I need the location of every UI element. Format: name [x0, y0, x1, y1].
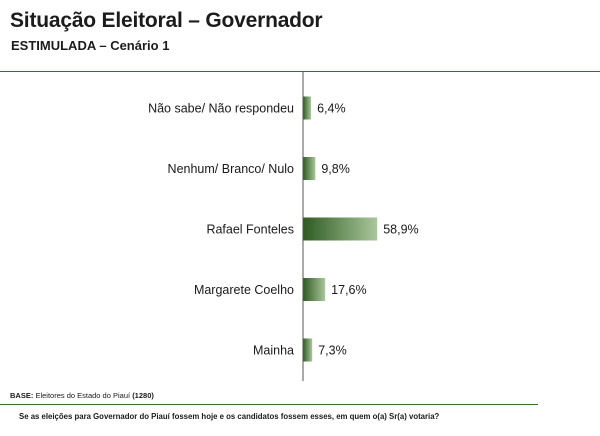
base-count: (1280) [132, 391, 154, 400]
bar [303, 217, 378, 241]
data-label: 17,6% [331, 283, 366, 297]
base-note: BASE: Eleitores do Estado do Piauí (1280… [10, 391, 154, 400]
bar [303, 338, 313, 362]
category-label: Não sabe/ Não respondeu [148, 102, 294, 116]
data-label: 6,4% [317, 102, 346, 116]
data-label: 7,3% [318, 344, 347, 358]
base-label: BASE: [10, 391, 34, 400]
bar-chart: Não sabe/ Não respondeu 6,4% Nenhum/ Branc… [148, 72, 419, 381]
bar [303, 278, 326, 301]
data-label: 58,9% [383, 223, 418, 237]
category-label: Nenhum/ Branco/ Nulo [168, 162, 295, 176]
category-label: Rafael Fonteles [206, 223, 294, 237]
base-text: Eleitores do Estado do Piauí [35, 391, 131, 400]
bar [303, 157, 316, 180]
category-label: Mainha [253, 344, 294, 358]
category-label: Margarete Coelho [194, 283, 294, 297]
footer-divider [0, 404, 538, 405]
chart-title: Situação Eleitoral – Governador [10, 9, 323, 32]
chart-subtitle: ESTIMULADA – Cenário 1 [11, 38, 170, 53]
bar [303, 96, 312, 120]
data-label: 9,8% [321, 162, 350, 176]
header-divider [0, 71, 600, 72]
survey-question: Se as eleições para Governador do Piauí … [19, 412, 440, 421]
bars-layer: Não sabe/ Não respondeu 6,4% Nenhum/ Branc… [148, 96, 419, 362]
